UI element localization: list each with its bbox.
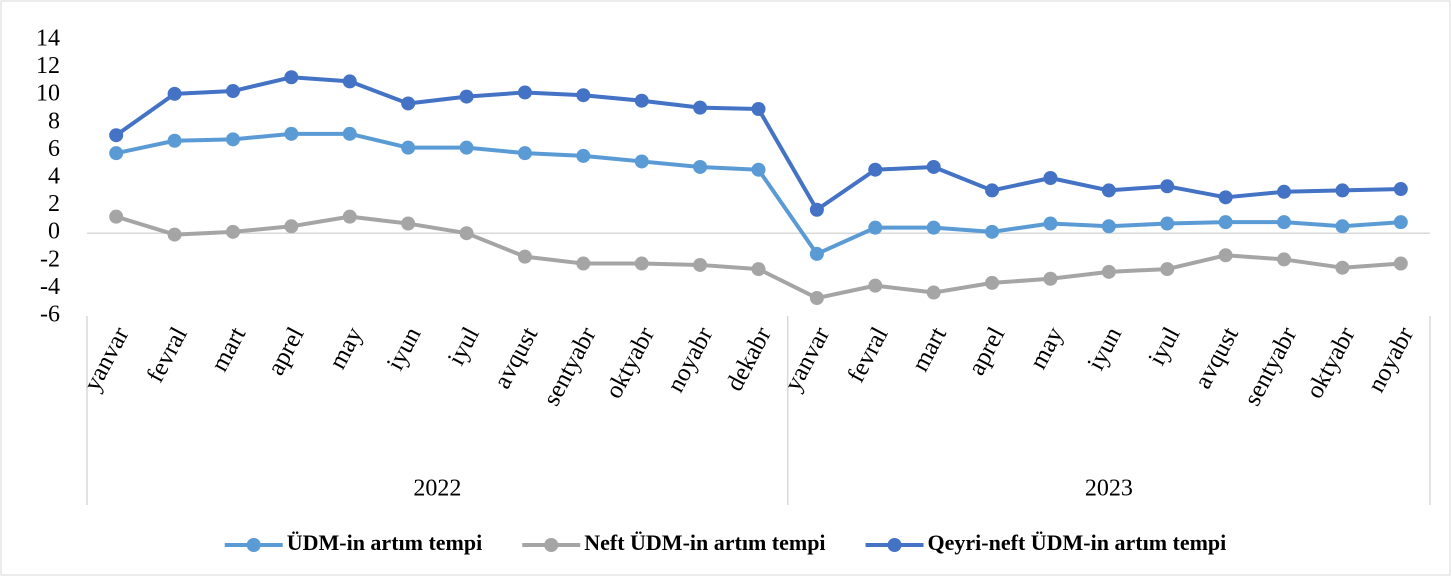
data-point bbox=[109, 209, 124, 224]
data-point bbox=[401, 140, 416, 155]
group-label: 2023 bbox=[1085, 476, 1133, 502]
data-point bbox=[1043, 271, 1058, 286]
data-point bbox=[225, 224, 240, 239]
data-point bbox=[1160, 179, 1175, 194]
data-point bbox=[1101, 264, 1116, 279]
data-point bbox=[517, 249, 532, 264]
data-point bbox=[1335, 183, 1350, 198]
y-tick-label: -6 bbox=[40, 302, 60, 328]
data-point bbox=[634, 93, 649, 108]
y-tick-label: 6 bbox=[48, 136, 60, 162]
data-point bbox=[167, 133, 182, 148]
data-point bbox=[868, 220, 883, 235]
data-point bbox=[809, 291, 824, 306]
data-point bbox=[576, 256, 591, 271]
data-point bbox=[459, 89, 474, 104]
data-point bbox=[109, 146, 124, 161]
data-point bbox=[342, 74, 357, 89]
data-point bbox=[1277, 184, 1292, 199]
data-point bbox=[1043, 216, 1058, 231]
data-point bbox=[868, 162, 883, 177]
data-point bbox=[1218, 248, 1233, 263]
group-label: 2022 bbox=[413, 476, 461, 502]
data-point bbox=[1277, 252, 1292, 267]
data-point bbox=[751, 262, 766, 277]
data-point bbox=[1218, 190, 1233, 205]
legend-item: Qeyri-neft ÜDM-in artım tempi bbox=[865, 530, 1227, 555]
data-point bbox=[1101, 219, 1116, 234]
data-point bbox=[1101, 183, 1116, 198]
y-tick-label: 2 bbox=[48, 191, 60, 217]
data-point bbox=[926, 285, 941, 300]
data-point bbox=[1393, 215, 1408, 230]
data-point bbox=[1043, 171, 1058, 185]
data-point bbox=[751, 162, 766, 177]
data-point bbox=[985, 183, 1000, 198]
data-point bbox=[1218, 215, 1233, 230]
data-point bbox=[809, 202, 824, 217]
y-tick-label: -2 bbox=[40, 246, 60, 272]
data-point bbox=[1335, 260, 1350, 275]
data-point bbox=[634, 256, 649, 271]
data-point bbox=[1160, 262, 1175, 277]
data-point bbox=[1277, 215, 1292, 230]
data-point bbox=[634, 154, 649, 169]
data-point bbox=[517, 85, 532, 100]
data-point bbox=[1393, 256, 1408, 271]
legend-item: Neft ÜDM-in artım tempi bbox=[522, 530, 826, 555]
y-tick-label: 14 bbox=[36, 26, 60, 52]
data-point bbox=[225, 84, 240, 99]
data-point bbox=[868, 278, 883, 293]
data-point bbox=[1160, 216, 1175, 231]
legend-item: ÜDM-in artım tempi bbox=[224, 530, 483, 555]
data-point bbox=[985, 275, 1000, 290]
data-point bbox=[693, 159, 708, 174]
data-point bbox=[517, 146, 532, 161]
data-point bbox=[751, 102, 766, 116]
y-tick-label: 10 bbox=[36, 81, 60, 107]
data-point bbox=[1335, 219, 1350, 234]
data-point bbox=[926, 159, 941, 174]
data-point bbox=[284, 70, 299, 85]
data-point bbox=[809, 246, 824, 261]
legend-label: Neft ÜDM-in artım tempi bbox=[584, 530, 825, 555]
data-point bbox=[167, 227, 182, 242]
data-point bbox=[225, 132, 240, 147]
data-point bbox=[459, 226, 474, 241]
data-point bbox=[401, 96, 416, 111]
legend-marker bbox=[246, 538, 261, 552]
data-point bbox=[576, 88, 591, 103]
y-tick-label: 0 bbox=[48, 219, 60, 245]
y-tick-label: -4 bbox=[40, 274, 60, 300]
data-point bbox=[342, 126, 357, 141]
legend-label: Qeyri-neft ÜDM-in artım tempi bbox=[928, 530, 1227, 555]
data-point bbox=[926, 220, 941, 235]
data-point bbox=[109, 128, 124, 143]
y-tick-label: 8 bbox=[48, 108, 60, 134]
data-point bbox=[401, 216, 416, 231]
data-point bbox=[284, 126, 299, 141]
data-point bbox=[1393, 182, 1408, 197]
data-point bbox=[693, 257, 708, 272]
data-point bbox=[985, 224, 1000, 239]
data-point bbox=[693, 100, 708, 115]
data-point bbox=[342, 209, 357, 224]
legend-marker bbox=[544, 538, 559, 552]
y-tick-label: 4 bbox=[48, 164, 60, 190]
data-point bbox=[284, 219, 299, 234]
data-point bbox=[167, 86, 182, 101]
data-point bbox=[459, 140, 474, 155]
y-tick-label: 12 bbox=[36, 53, 60, 79]
data-point bbox=[576, 148, 591, 163]
legend-label: ÜDM-in artım tempi bbox=[287, 530, 483, 555]
legend-marker bbox=[887, 538, 902, 552]
